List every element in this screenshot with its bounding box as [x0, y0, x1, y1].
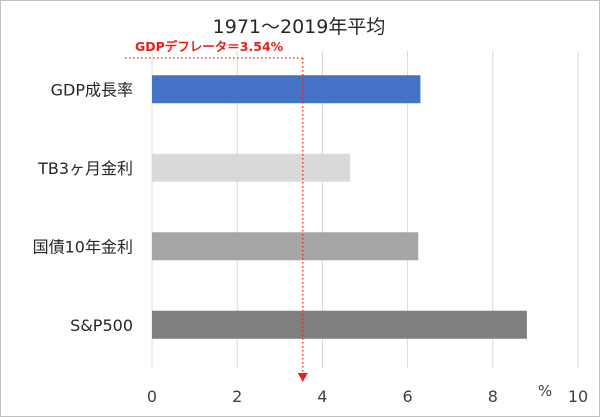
bar-1: [152, 153, 351, 182]
category-label: TB3ヶ月金利: [37, 159, 133, 178]
category-label: S&P500: [70, 316, 133, 335]
x-unit-label: %: [538, 382, 552, 400]
x-tick-label: 8: [488, 387, 498, 406]
x-tick-label: 4: [317, 387, 327, 406]
bars: [152, 75, 527, 339]
reference-line-group: GDPデフレータ＝3.54%: [125, 39, 308, 382]
x-tick-label: 6: [403, 387, 413, 406]
x-tick-label: 10: [568, 387, 588, 406]
x-tick-label: 0: [147, 387, 157, 406]
category-label: GDP成長率: [51, 80, 133, 99]
x-tick-label: 2: [232, 387, 242, 406]
reference-arrow-head: [297, 373, 308, 382]
category-label: 国債10年金利: [33, 237, 133, 256]
reference-label: GDPデフレータ＝3.54%: [135, 39, 284, 54]
bar-2: [152, 232, 419, 261]
chart-title: 1971～2019年平均: [213, 16, 386, 38]
x-tick-labels: 0 2 4 6 8 10: [147, 387, 588, 406]
bar-0: [152, 75, 421, 104]
bar-3: [152, 310, 527, 339]
